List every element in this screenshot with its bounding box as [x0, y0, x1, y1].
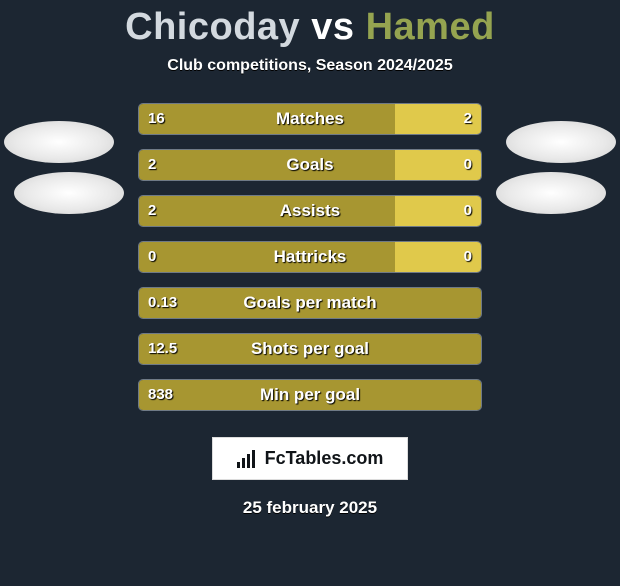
stat-row: 0.13Goals per match: [0, 287, 620, 319]
bar-track: [138, 241, 482, 273]
vs-text: vs: [311, 6, 354, 48]
bar-left: [139, 104, 397, 134]
club-logo: [14, 172, 124, 214]
value-left: 2: [138, 149, 166, 181]
bar-left: [139, 242, 397, 272]
value-right: 0: [454, 241, 482, 273]
value-left: 2: [138, 195, 166, 227]
subtitle: Club competitions, Season 2024/2025: [0, 57, 620, 75]
date-text: 25 february 2025: [0, 498, 620, 518]
club-logo: [4, 121, 114, 163]
value-right: 0: [454, 149, 482, 181]
value-left: 16: [138, 103, 175, 135]
player2-name: Hamed: [366, 6, 495, 48]
value-left: 0: [138, 241, 166, 273]
watermark-text: FcTables.com: [265, 448, 384, 468]
bar-track: [138, 103, 482, 135]
value-right: 2: [454, 103, 482, 135]
stat-row: 00Hattricks: [0, 241, 620, 273]
stat-row: 12.5Shots per goal: [0, 333, 620, 365]
bar-track: [138, 333, 482, 365]
bars-icon: [237, 450, 259, 468]
bar-track: [138, 195, 482, 227]
value-left: 0.13: [138, 287, 187, 319]
stat-row: 838Min per goal: [0, 379, 620, 411]
bar-track: [138, 287, 482, 319]
bar-left: [139, 288, 482, 318]
watermark-badge[interactable]: FcTables.com: [212, 437, 409, 480]
player1-name: Chicoday: [125, 6, 300, 48]
club-logo: [506, 121, 616, 163]
value-left: 12.5: [138, 333, 187, 365]
club-logo: [496, 172, 606, 214]
bar-left: [139, 196, 397, 226]
comparison-title: Chicoday vs Hamed: [0, 6, 620, 49]
value-right: 0: [454, 195, 482, 227]
bar-left: [139, 150, 397, 180]
bar-track: [138, 149, 482, 181]
bar-left: [139, 380, 482, 410]
bar-track: [138, 379, 482, 411]
value-left: 838: [138, 379, 183, 411]
bar-left: [139, 334, 482, 364]
